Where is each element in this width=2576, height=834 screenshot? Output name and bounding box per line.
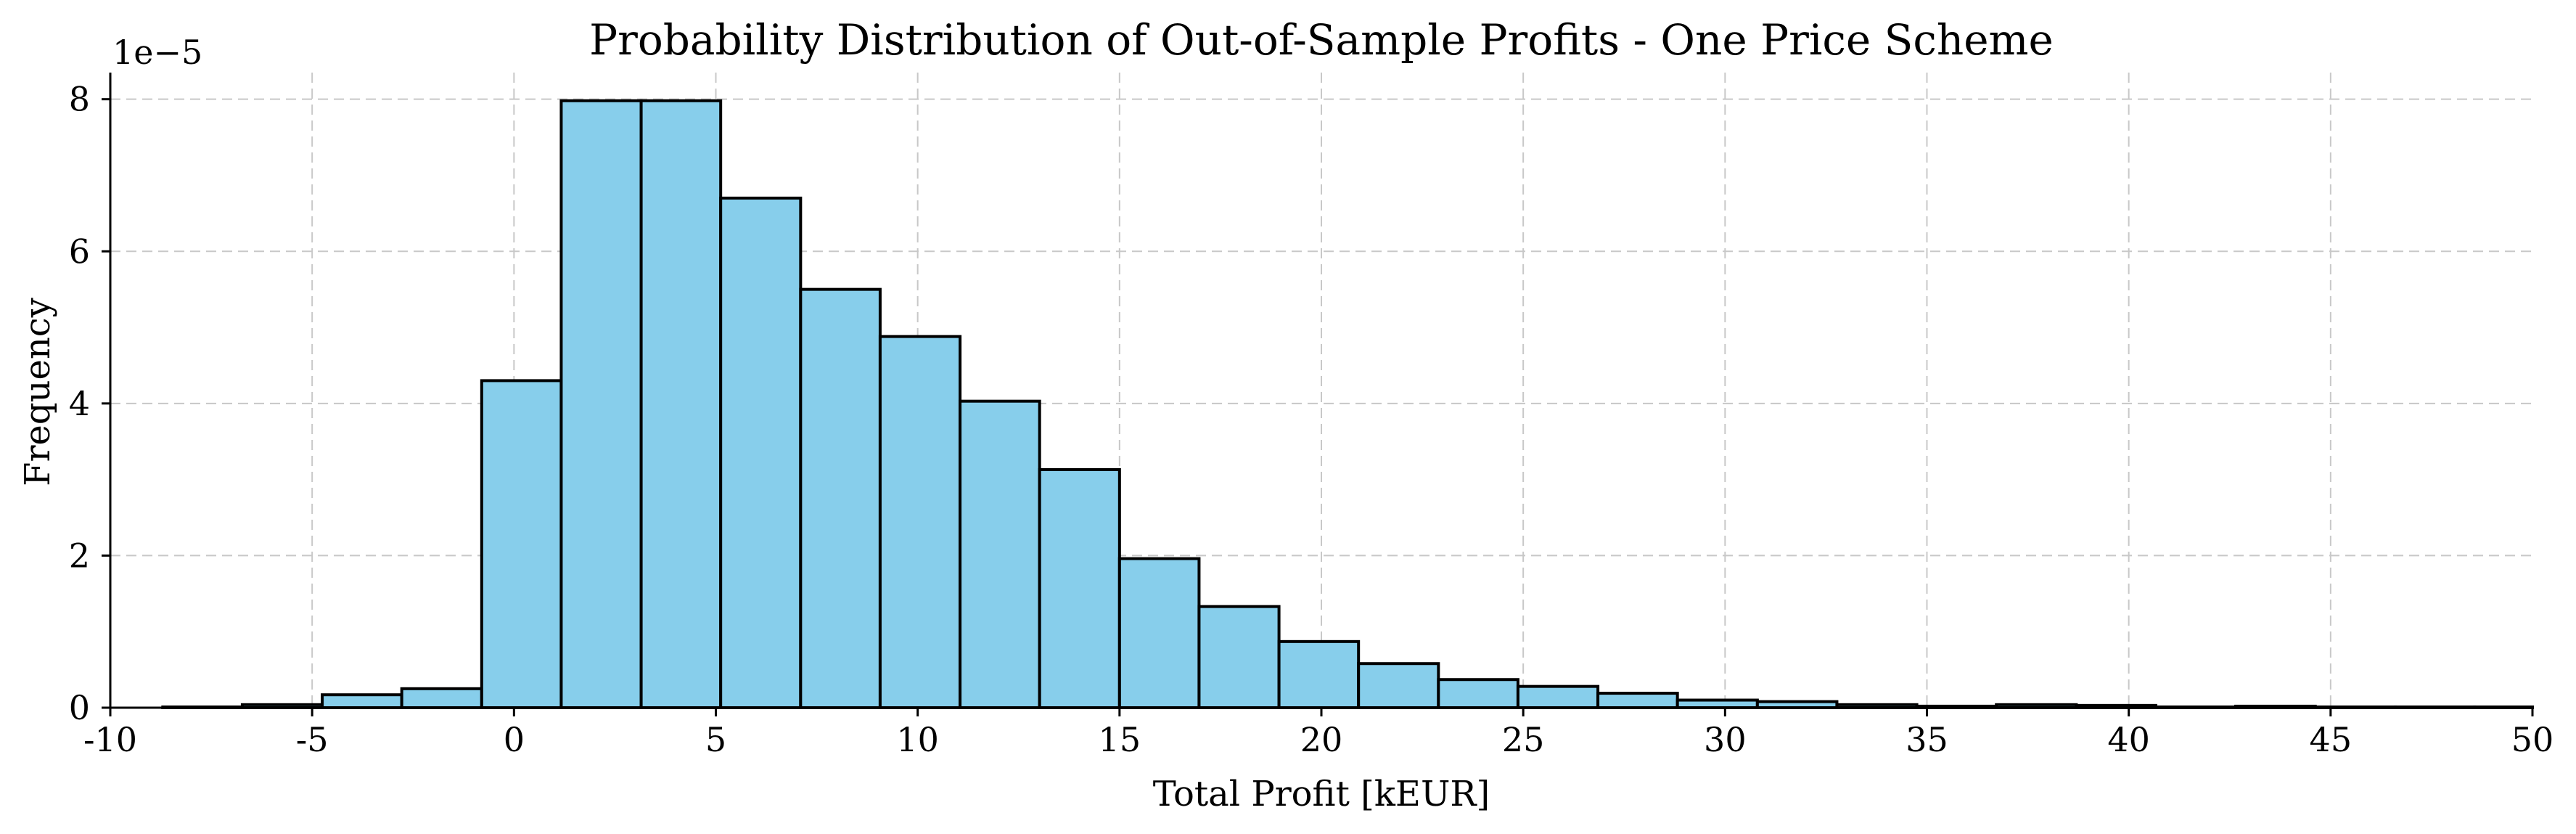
- chart-title: Probability Distribution of Out-of-Sampl…: [589, 15, 2054, 65]
- x-axis-label: Total Profit [kEUR]: [1153, 774, 1490, 814]
- y-axis-offset-label: 1e−5: [112, 33, 202, 72]
- histogram-bar: [1596, 692, 1679, 710]
- y-axis-label: Frequency: [17, 298, 58, 486]
- x-axis-ticks: -10 -5 0 5 10 15 20 25 30 35 40 45 50: [83, 708, 2554, 759]
- y-tick-label: 4: [69, 384, 90, 423]
- histogram-bar: [1038, 468, 1121, 709]
- y-tick-label: 0: [69, 688, 90, 727]
- x-tick-label: 45: [2310, 720, 2353, 759]
- histogram-bar: [1437, 678, 1519, 709]
- x-tick-label: 40: [2107, 720, 2150, 759]
- histogram-bar: [1277, 639, 1361, 709]
- axes: [109, 73, 2532, 709]
- x-tick-label: 35: [1906, 720, 1948, 759]
- y-tick-label: 8: [69, 80, 90, 119]
- histogram-bar: [321, 693, 403, 709]
- x-tick-label: 30: [1704, 720, 1747, 759]
- histogram-bar: [1516, 684, 1600, 710]
- histogram-bar: [959, 399, 1041, 710]
- histogram-bar: [719, 196, 803, 710]
- x-tick-label: 0: [504, 720, 525, 759]
- x-tick-label: 25: [1502, 720, 1545, 759]
- x-tick-label: -5: [296, 720, 329, 759]
- y-axis-ticks: 0 2 4 6 8: [69, 80, 110, 727]
- x-tick-label: -10: [83, 720, 137, 759]
- histogram-bar: [1357, 662, 1440, 709]
- histogram-bar: [799, 287, 882, 709]
- histogram-bar: [1197, 605, 1281, 709]
- y-tick-label: 2: [69, 536, 90, 575]
- histogram-bar: [878, 335, 962, 709]
- histogram-bar: [1675, 698, 1759, 709]
- x-tick-label: 15: [1099, 720, 1141, 759]
- histogram-bar: [400, 687, 483, 709]
- histogram-bar: [639, 99, 723, 709]
- histogram-bar: [480, 379, 563, 709]
- histogram-bar: [1117, 557, 1201, 709]
- x-tick-label: 20: [1300, 720, 1343, 759]
- x-tick-label: 50: [2511, 720, 2554, 759]
- y-tick-label: 6: [69, 232, 90, 271]
- grid-lines: [110, 73, 2532, 708]
- x-tick-label: 5: [705, 720, 726, 759]
- histogram-bar: [559, 99, 643, 709]
- histogram-bars: [161, 99, 2534, 710]
- x-tick-label: 10: [896, 720, 939, 759]
